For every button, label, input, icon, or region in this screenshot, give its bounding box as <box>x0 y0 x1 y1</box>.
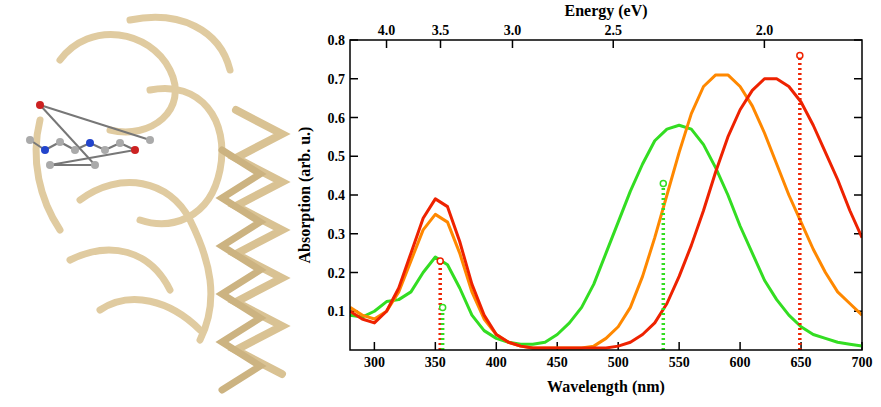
x-tick-label: 350 <box>425 355 446 370</box>
x-tick-label: 650 <box>791 355 812 370</box>
stick <box>441 307 445 350</box>
ribbon <box>70 250 170 290</box>
atom <box>101 146 109 154</box>
x-tick <box>435 342 437 350</box>
y-tick-label: 0.3 <box>328 227 346 242</box>
y-tick <box>350 272 358 274</box>
atom <box>116 139 124 147</box>
atom <box>146 136 154 144</box>
atom <box>26 136 34 144</box>
plot-frame <box>350 40 862 350</box>
protein-illustration <box>36 17 282 390</box>
spectrum-line <box>350 75 862 348</box>
axes: 300 350 400 450 500 550 600 650 700 0.1 0.2 0.3 0.4 0… <box>328 23 873 370</box>
x2-tick <box>612 40 614 48</box>
x2-tick <box>512 40 514 48</box>
x2-tick <box>764 40 766 48</box>
bond <box>40 105 150 140</box>
figure: 300 350 400 450 500 550 600 650 700 0.1 0.2 0.3 0.4 0… <box>0 0 881 407</box>
stick-marker <box>437 258 443 264</box>
x2-tick-label: 2.5 <box>604 23 622 38</box>
bond <box>50 164 95 166</box>
y-tick <box>350 194 358 196</box>
ribbon <box>100 300 200 330</box>
y-tick-label: 0.1 <box>328 304 346 319</box>
x-tick-label: 400 <box>486 355 507 370</box>
y-tick-label: 0.8 <box>328 33 346 48</box>
stick <box>798 56 802 351</box>
ribbon <box>36 120 60 230</box>
x2-tick-label: 3.5 <box>432 23 450 38</box>
atom <box>86 139 94 147</box>
y-tick <box>350 117 358 119</box>
x-tick-label: 450 <box>547 355 568 370</box>
atom <box>91 161 99 169</box>
y-tick <box>350 156 358 158</box>
spectrum-line <box>350 125 862 346</box>
x-tick <box>496 342 498 350</box>
stick <box>662 183 666 350</box>
x2-axis-title: Energy (eV) <box>564 2 647 20</box>
stick-marker <box>797 53 803 59</box>
y-tick-right <box>854 194 862 196</box>
atom <box>71 146 79 154</box>
y-tick-right <box>854 272 862 274</box>
plot-area <box>350 53 862 351</box>
chromophore <box>26 101 154 169</box>
x-tick <box>739 342 741 350</box>
stick-marker <box>660 180 666 186</box>
x2-tick <box>386 40 388 48</box>
atom <box>46 161 54 169</box>
y-tick <box>350 78 358 80</box>
x-tick-label: 600 <box>730 355 751 370</box>
y-tick-label: 0.4 <box>328 188 346 203</box>
ribbon <box>130 17 230 70</box>
stick-marker <box>440 304 446 310</box>
y-tick-label: 0.7 <box>328 72 346 87</box>
x-tick <box>678 342 680 350</box>
helix <box>236 110 282 374</box>
y-tick-label: 0.2 <box>328 266 346 281</box>
y-tick-right <box>854 78 862 80</box>
atom <box>56 138 64 146</box>
y-tick-label: 0.6 <box>328 111 346 126</box>
x2-tick-label: 3.0 <box>504 23 522 38</box>
atom <box>36 101 44 109</box>
atom <box>131 146 139 154</box>
x-axis-title: Wavelength (nm) <box>547 378 665 396</box>
y-tick-right <box>854 156 862 158</box>
x-tick-label: 500 <box>608 355 629 370</box>
y-tick-right <box>854 117 862 119</box>
helix <box>222 150 260 390</box>
x-tick <box>374 342 376 350</box>
x2-tick-label: 2.0 <box>756 23 774 38</box>
x-tick-label: 550 <box>669 355 690 370</box>
y-tick-label: 0.5 <box>328 149 346 164</box>
x2-tick <box>440 40 442 48</box>
x-tick-label: 700 <box>852 355 873 370</box>
spectrum-line <box>350 79 862 348</box>
x-tick-label: 300 <box>364 355 385 370</box>
y-tick <box>350 233 358 235</box>
atom <box>41 146 49 154</box>
y-axis-title: Absorption (arb. u.) <box>296 127 314 264</box>
x2-tick-label: 4.0 <box>378 23 396 38</box>
